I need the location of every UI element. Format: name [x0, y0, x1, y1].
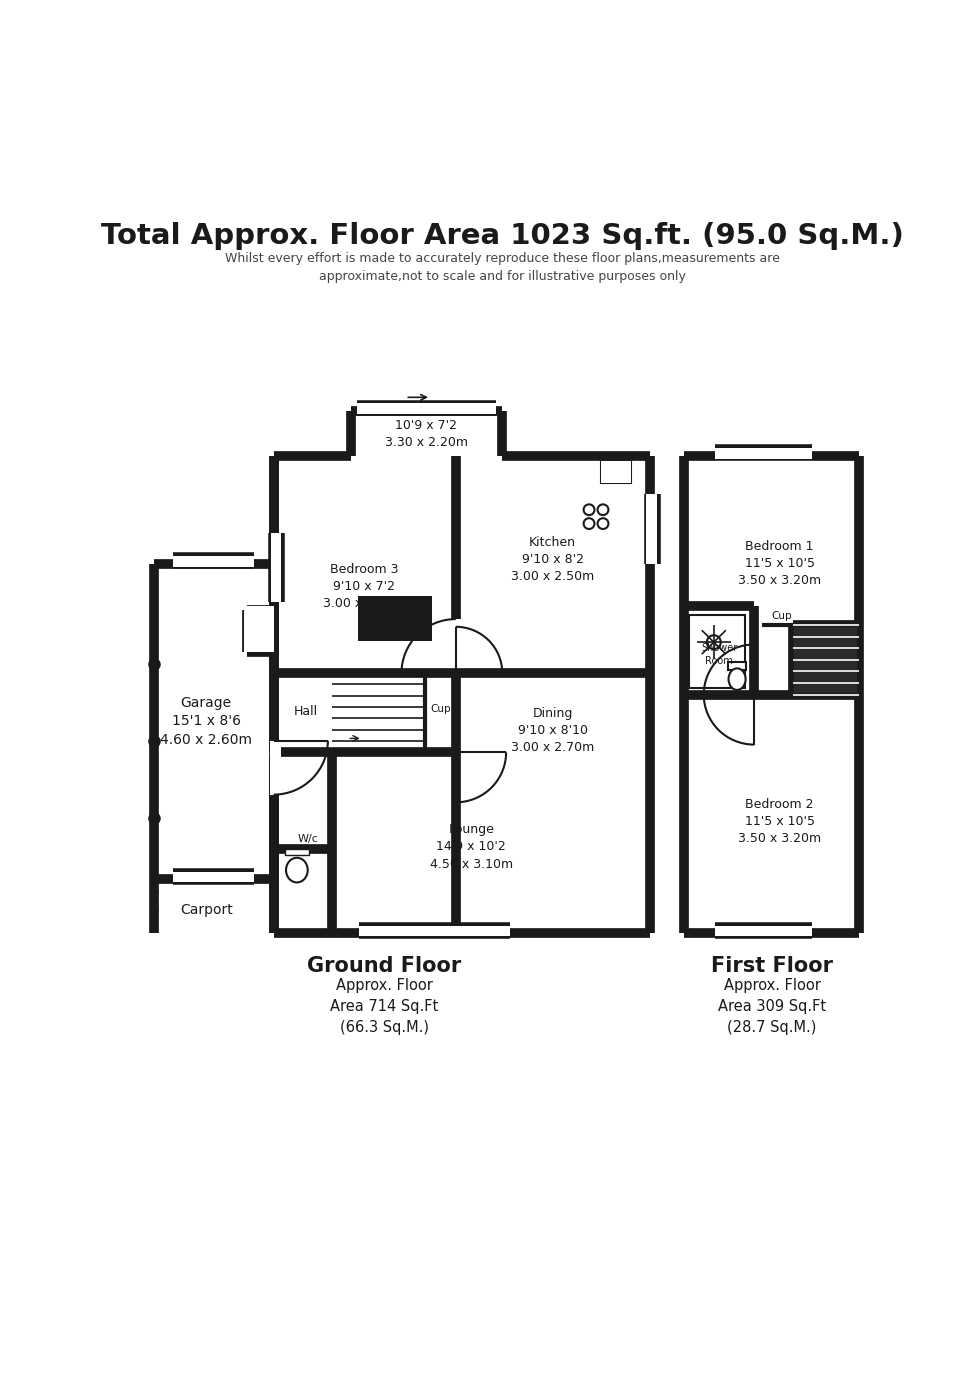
Text: Bedroom 3
9'10 x 7'2
3.00 x 2.20m: Bedroom 3 9'10 x 7'2 3.00 x 2.20m [322, 563, 406, 610]
Bar [270, 740, 281, 794]
Text: Total Approx. Floor Area 1023 Sq.ft. (95.0 Sq.M.): Total Approx. Floor Area 1023 Sq.ft. (95… [101, 222, 904, 251]
Ellipse shape [286, 858, 308, 883]
Text: Garage
15'1 x 8'6
4.60 x 2.60m: Garage 15'1 x 8'6 4.60 x 2.60m [160, 696, 252, 747]
Bar [728, 663, 747, 669]
Bar [715, 448, 812, 459]
Bar [795, 626, 858, 693]
Text: Bedroom 2
11'5 x 10'5
3.50 x 3.20m: Bedroom 2 11'5 x 10'5 3.50 x 3.20m [738, 798, 821, 845]
Text: Cup: Cup [430, 704, 451, 714]
Bar [244, 606, 273, 653]
Bar [358, 596, 432, 640]
Bar [270, 740, 280, 794]
Bar [647, 495, 658, 564]
Bar [715, 926, 812, 937]
Bar [602, 462, 631, 482]
Text: Cup: Cup [771, 611, 792, 621]
Text: Dining
9'10 x 8'10
3.00 x 2.70m: Dining 9'10 x 8'10 3.00 x 2.70m [511, 707, 594, 754]
Text: Ground Floor: Ground Floor [308, 955, 462, 976]
Text: Whilst every effort is made to accurately reproduce these floor plans,measuremen: Whilst every effort is made to accuratel… [224, 252, 780, 283]
Text: Approx. Floor
Area 714 Sq.Ft
(66.3 Sq.M.): Approx. Floor Area 714 Sq.Ft (66.3 Sq.M.… [330, 979, 439, 1035]
Bar [602, 462, 631, 482]
Text: Kitchen
9'10 x 8'2
3.00 x 2.50m: Kitchen 9'10 x 8'2 3.00 x 2.50m [511, 536, 594, 584]
Bar [172, 556, 254, 567]
Text: First Floor: First Floor [710, 955, 833, 976]
Bar [358, 403, 496, 414]
Text: Approx. Floor
Area 309 Sq.Ft
(28.7 Sq.M.): Approx. Floor Area 309 Sq.Ft (28.7 Sq.M.… [718, 979, 826, 1035]
Text: Bedroom 1
11'5 x 10'5
3.50 x 3.20m: Bedroom 1 11'5 x 10'5 3.50 x 3.20m [738, 541, 821, 588]
Bar [359, 926, 510, 937]
Bar [285, 848, 309, 855]
Bar [172, 872, 254, 883]
Text: W/c: W/c [298, 833, 319, 844]
Bar [270, 532, 281, 602]
Text: Hall: Hall [294, 705, 318, 718]
Text: Carport: Carport [179, 904, 232, 918]
Text: 10'9 x 7'2
3.30 x 2.20m: 10'9 x 7'2 3.30 x 2.20m [385, 420, 467, 449]
Text: Lounge
14'9 x 10'2
4.50 x 3.10m: Lounge 14'9 x 10'2 4.50 x 3.10m [429, 823, 513, 870]
Ellipse shape [728, 668, 746, 690]
Bar [689, 615, 745, 689]
Text: Shower
Room: Shower Room [701, 643, 737, 665]
